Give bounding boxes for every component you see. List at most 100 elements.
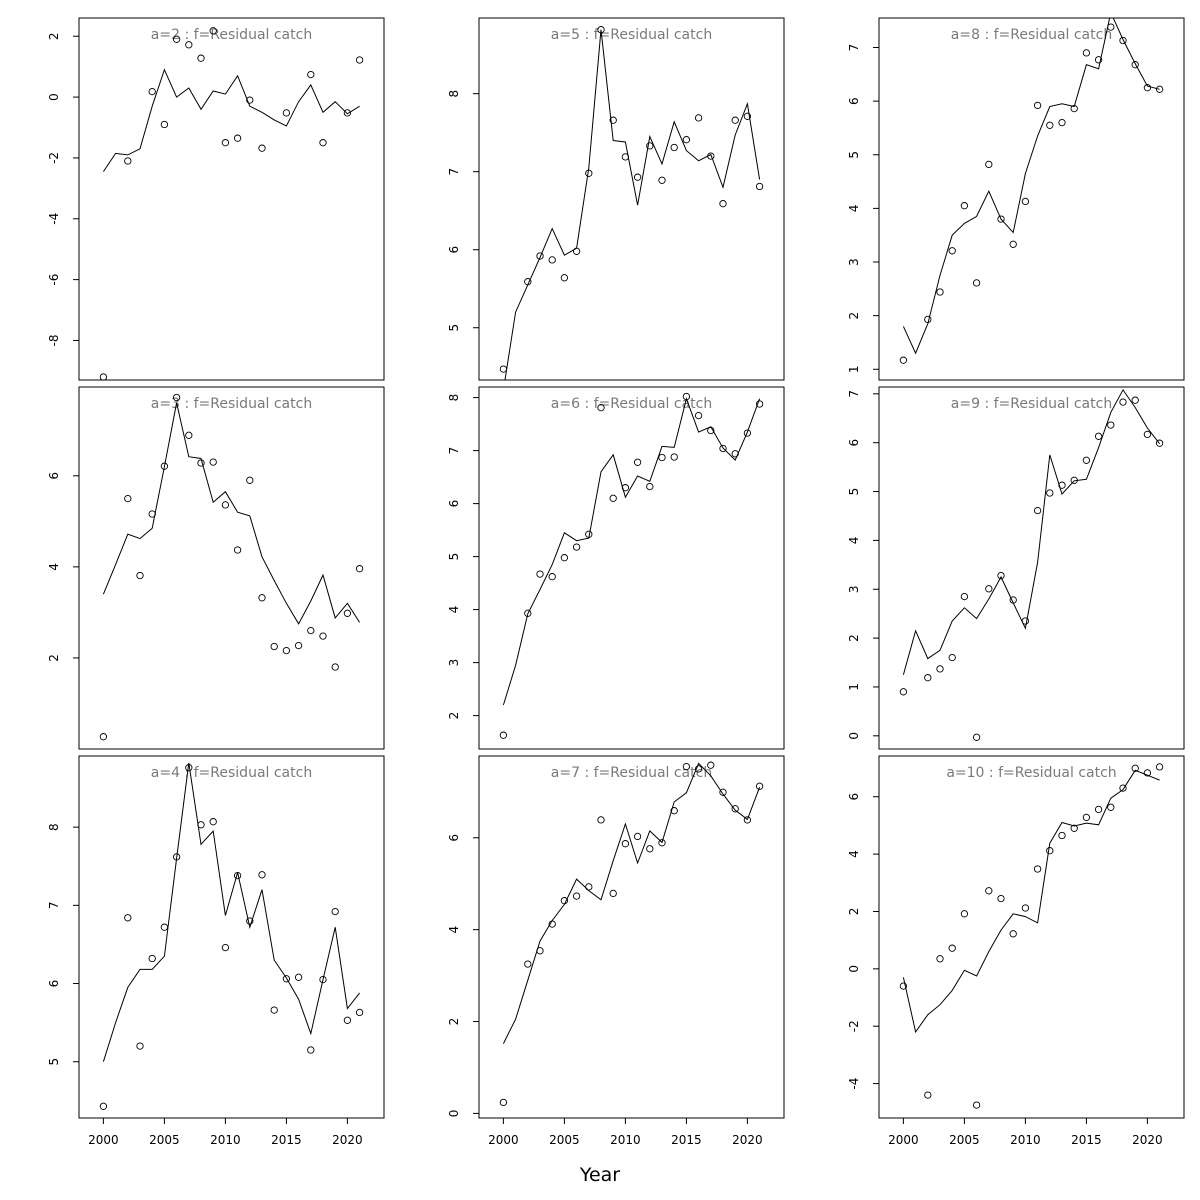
x-tick-label: 2010 [1010,1133,1041,1147]
panel-title: a=9 : f=Residual catch [951,396,1112,412]
y-tick-label: 6 [447,834,461,842]
y-tick-label: 0 [447,1110,461,1118]
observed-point [646,482,654,491]
y-tick-label: -2 [47,152,61,164]
observed-point [743,112,752,120]
observed-point [597,816,605,824]
observed-point [233,871,242,880]
observed-point [585,169,593,177]
observed-point [960,202,969,210]
observed-point [172,35,181,43]
panel-frame [78,17,385,381]
observed-point [948,653,956,662]
observed-point [936,665,944,673]
observed-point [246,476,254,484]
observed-point [148,954,156,963]
observed-point [972,279,981,287]
panel-title: a=4 : f=Residual catch [151,765,312,781]
observed-point [1143,769,1152,777]
observed-point [670,807,678,815]
observed-point [270,1006,278,1014]
observed-point [1058,831,1066,840]
observed-point [99,373,108,381]
observed-point [694,411,703,420]
panel-1: a=2 : f=Residual catch -8 -6 -4 -2 0 2 [47,17,385,381]
observed-point [548,920,556,928]
y-tick-label: 7 [47,902,61,910]
observed-point [899,688,908,696]
y-tick-label: 4 [847,537,861,545]
observed-point [694,114,703,122]
observed-point [499,1098,508,1107]
x-tick-label: 2005 [949,1133,980,1147]
observed-point [621,153,630,161]
y-tick-label: 2 [47,654,61,662]
y-tick-label: 4 [47,563,61,571]
panel-title: a=2 : f=Residual catch [151,27,312,43]
observed-point [1009,596,1017,604]
x-tick-label: 2000 [488,1133,519,1147]
observed-point [960,910,969,918]
x-tick-label: 2015 [271,1133,302,1147]
observed-point [331,907,339,916]
fitted-line [502,762,761,1044]
panel-frame [78,755,385,1119]
observed-point [1058,118,1066,127]
y-tick-label: 0 [47,93,61,101]
y-tick-label: 5 [447,553,461,561]
panel-title: a=3 : f=Residual catch [151,396,312,412]
observed-point [621,840,630,848]
y-tick-label: 1 [847,365,861,373]
observed-point [124,914,132,922]
observed-point [536,252,544,260]
observed-point [719,200,727,208]
x-tick-label: 2000 [88,1133,119,1147]
observed-point [185,764,193,772]
observed-point [160,923,169,931]
observed-point [1033,865,1042,873]
observed-point [319,975,327,984]
observed-point [560,897,569,905]
x-tick-label: 2020 [732,1133,763,1147]
observed-point [548,573,556,581]
observed-point [597,26,605,34]
panel-title: a=7 : f=Residual catch [551,765,712,781]
observed-point [1107,803,1115,811]
observed-point [707,426,715,435]
y-tick-label: 6 [447,246,461,254]
observed-point [585,883,593,891]
fitted-line [902,388,1160,675]
observed-point [1021,617,1030,625]
observed-point [221,943,230,952]
observed-point [997,215,1005,223]
y-tick-label: 6 [47,472,61,480]
observed-point [343,109,352,117]
observed-point [658,453,666,462]
panel-frame [478,755,785,1119]
observed-point [899,982,908,990]
fitted-line [102,68,360,172]
observed-point [197,821,205,829]
x-tick-label: 2010 [210,1133,241,1147]
observed-point [124,494,132,503]
observed-point [1155,439,1164,447]
observed-point [1070,476,1078,484]
y-tick-label: 6 [847,97,861,105]
observed-point [707,761,715,769]
y-tick-label: 0 [847,732,861,740]
observed-point [1119,784,1127,792]
panel-frame [878,17,1185,381]
observed-point [936,955,944,963]
observed-point [307,1046,315,1054]
observed-point [707,152,715,160]
y-tick-label: 4 [847,850,861,858]
panel-frame [478,386,785,750]
observed-point [221,501,230,509]
observed-point [355,565,364,573]
observed-point [972,1101,981,1109]
y-tick-label: -8 [47,334,61,346]
y-tick-label: 7 [447,447,461,455]
panel-frame [878,386,1185,750]
observed-point [1155,763,1164,771]
observed-point [499,365,508,373]
